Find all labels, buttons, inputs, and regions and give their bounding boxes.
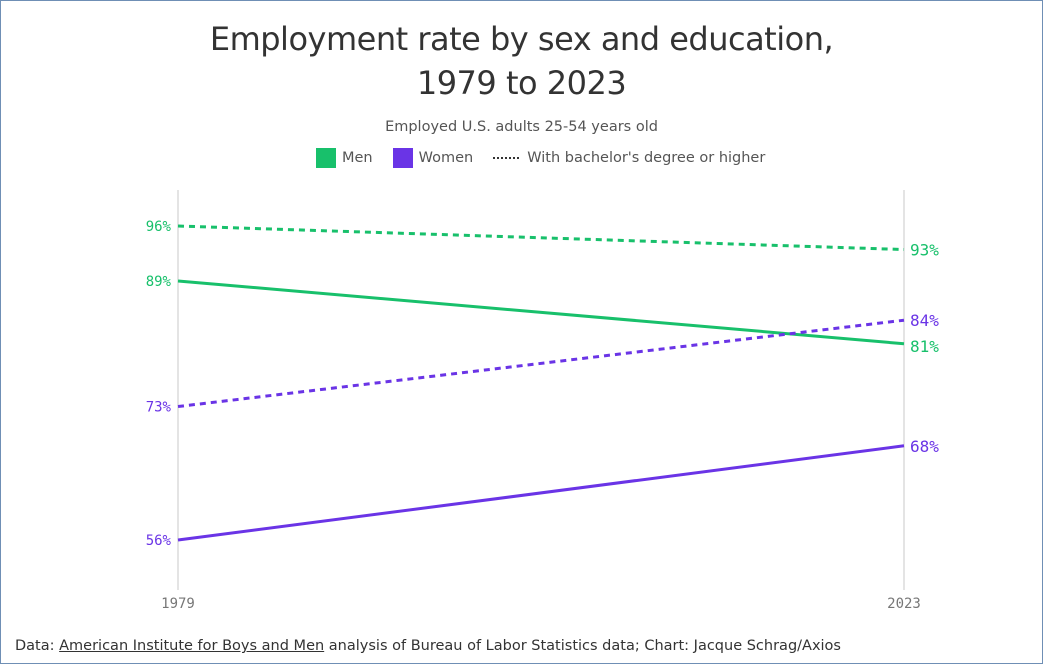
legend-label-bachelors: With bachelor's degree or higher [527, 150, 766, 166]
end-label-series-3: 68% [910, 437, 939, 456]
start-label-series-2: 73% [146, 400, 172, 416]
start-label-series-0: 96% [146, 219, 172, 235]
legend-dotted-sample [493, 157, 520, 159]
chart-title-line-2: 1979 to 2023 [416, 64, 627, 102]
legend-label-men: Men [342, 150, 373, 166]
footer-source-link[interactable]: American Institute for Boys and Men [59, 638, 325, 654]
start-label-series-3: 56% [146, 533, 172, 549]
series-line-0 [177, 224, 905, 252]
legend-item-men: Men [316, 148, 373, 168]
chart-subtitle: Employed U.S. adults 25-54 years old [385, 119, 658, 135]
start-label-series-1: 89% [146, 274, 172, 290]
legend-item-women: Women [392, 148, 474, 168]
end-label-series-0: 93% [910, 241, 939, 260]
end-label-series-1: 81% [910, 337, 939, 356]
end-label-series-2: 84% [910, 311, 939, 330]
x-tick-label-1979: 1979 [161, 596, 195, 612]
x-tick-label-2023: 2023 [887, 596, 921, 612]
legend-label-women: Women [418, 150, 474, 166]
legend-swatch-women [392, 148, 413, 168]
legend-swatch-men [316, 148, 336, 168]
chart-title-line-1: Employment rate by sex and education, [209, 20, 834, 58]
series-line-2 [177, 318, 905, 409]
footer-prefix: Data: [15, 638, 60, 654]
chart-footer: Data: American Institute for Boys and Me… [15, 638, 841, 654]
legend-item-bachelors: With bachelor's degree or higher [493, 150, 765, 166]
chart-legend: Men Women With bachelor's degree or high… [316, 147, 785, 169]
footer-suffix: analysis of Bureau of Labor Statistics d… [324, 638, 841, 654]
series-line-3 [177, 444, 905, 542]
